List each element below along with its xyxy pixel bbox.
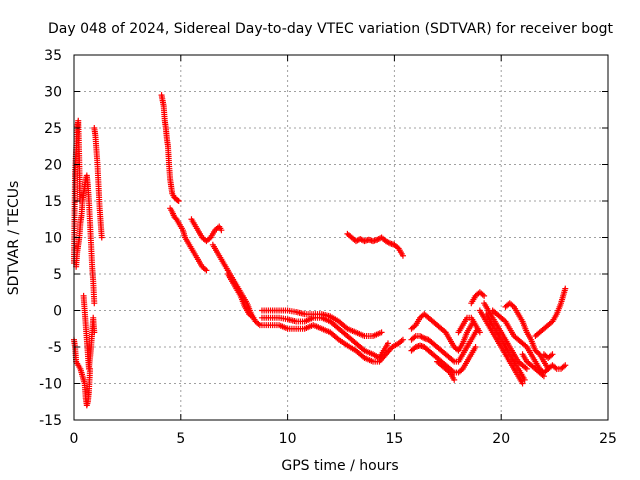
y-tick-labels: -15 -10 -5 0 5 10 15 20 25 30 35 xyxy=(39,48,62,429)
data-point xyxy=(521,376,528,383)
data-point xyxy=(549,351,556,358)
y-tick-label: -10 xyxy=(39,377,62,393)
x-tick-label: 10 xyxy=(279,431,297,447)
y-tick-label: 10 xyxy=(44,231,62,247)
axis-ticks xyxy=(73,54,609,421)
y-tick-label: -5 xyxy=(48,340,62,356)
data-point xyxy=(250,314,257,321)
y-tick-label: 5 xyxy=(53,267,62,283)
x-tick-label: 5 xyxy=(176,431,185,447)
x-tick-label: 25 xyxy=(599,431,617,447)
data-point xyxy=(91,300,98,307)
data-point xyxy=(562,362,569,369)
data-point xyxy=(519,380,526,387)
data-point xyxy=(384,340,391,347)
y-tick-label: 30 xyxy=(44,85,62,101)
data-point xyxy=(98,234,105,241)
data-point xyxy=(174,197,181,204)
data-point xyxy=(175,198,182,204)
y-tick-label: 0 xyxy=(53,304,62,320)
data-point xyxy=(399,336,406,343)
data-point xyxy=(218,227,225,234)
data-point xyxy=(562,285,569,292)
data-point xyxy=(203,267,210,274)
y-tick-label: 15 xyxy=(44,194,62,210)
data-point xyxy=(399,252,406,259)
chart-title: Day 048 of 2024, Sidereal Day-to-day VTE… xyxy=(48,21,614,37)
data-point xyxy=(451,376,458,383)
data-point xyxy=(378,329,385,336)
x-tick-label: 15 xyxy=(385,431,403,447)
data-points xyxy=(71,92,569,409)
y-tick-label: 20 xyxy=(44,158,62,174)
x-tick-label: 20 xyxy=(492,431,510,447)
y-tick-label: -15 xyxy=(39,413,62,429)
data-point xyxy=(472,344,479,350)
data-point xyxy=(540,373,547,380)
x-tick-label: 0 xyxy=(70,431,79,447)
y-tick-label: 25 xyxy=(44,121,62,137)
data-point xyxy=(481,292,488,299)
data-point xyxy=(91,329,98,336)
x-axis-label: GPS time / hours xyxy=(281,458,398,474)
x-tick-labels: 0 5 10 15 20 25 xyxy=(70,431,617,447)
data-point xyxy=(545,365,552,372)
y-tick-label: 35 xyxy=(44,48,62,64)
y-axis-label: SDTVAR / TECUs xyxy=(6,181,22,296)
data-point xyxy=(476,329,483,336)
data-point xyxy=(523,365,530,372)
